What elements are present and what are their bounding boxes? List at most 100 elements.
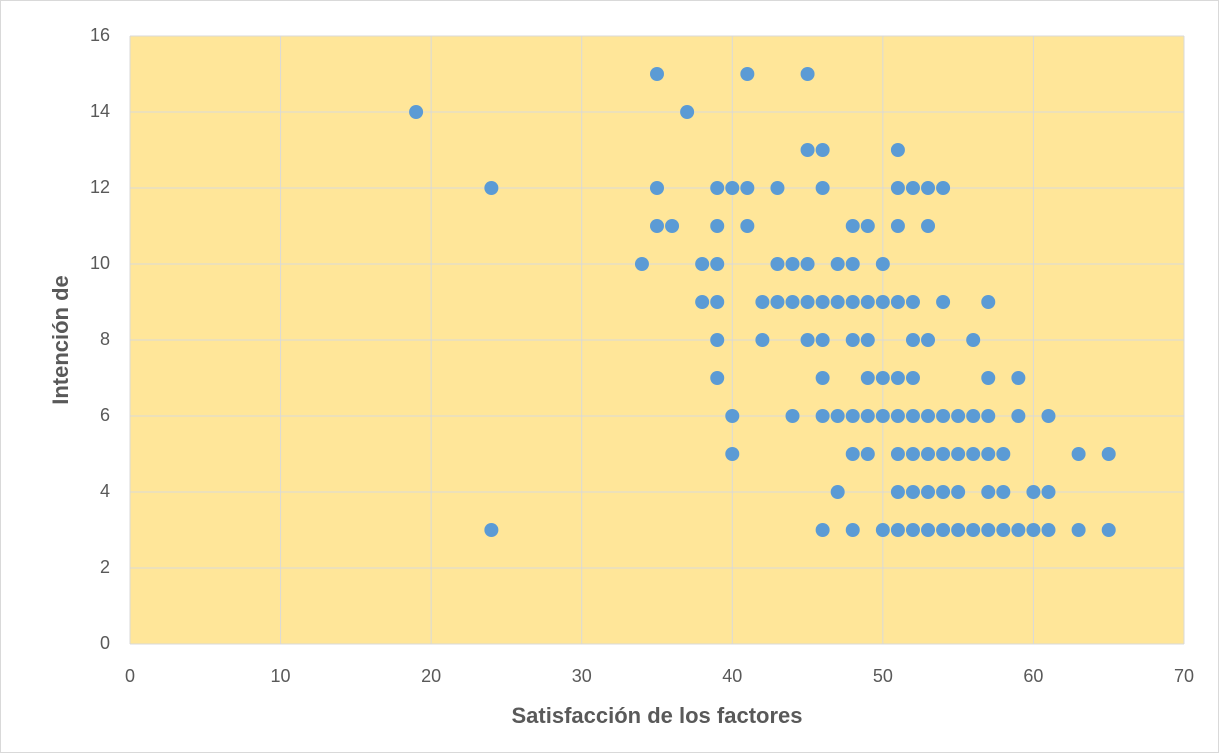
point [951,523,966,537]
point [845,257,860,271]
point [650,219,664,233]
point [1011,371,1026,385]
point [890,219,905,233]
point [921,219,936,233]
point [740,67,755,81]
point [890,447,905,461]
point [905,485,920,499]
point [1026,523,1041,537]
point [860,219,875,233]
y-tick-label: 0 [100,633,110,653]
point [800,143,815,157]
point [875,409,890,423]
point [890,485,905,499]
point [981,485,996,499]
point [785,409,800,423]
point [785,257,800,271]
point [695,295,710,309]
point [725,447,740,461]
point [634,257,649,271]
point [815,181,830,195]
point [921,181,936,195]
x-tick-label: 60 [1023,666,1043,686]
x-tick-label: 40 [722,666,742,686]
point [785,295,800,309]
point [800,333,815,347]
point [936,485,951,499]
y-tick-label: 2 [100,557,110,577]
point [740,181,755,195]
point [981,523,996,537]
x-tick-label: 0 [125,666,135,686]
point [710,371,725,385]
point [484,523,499,537]
x-tick-label: 50 [873,666,893,686]
point [890,523,905,537]
point [845,333,860,347]
point [710,181,725,195]
point [409,105,424,119]
point [1071,447,1086,461]
point [755,333,770,347]
point [936,447,951,461]
point [1011,409,1026,423]
point [951,485,966,499]
point [710,333,725,347]
point [1026,485,1041,499]
y-axis-title: Intención de [48,275,73,405]
point [1041,485,1056,499]
point [890,181,905,195]
point [875,295,890,309]
point [860,295,875,309]
point [1041,523,1056,537]
point [966,333,981,347]
point [830,409,845,423]
point [800,295,815,309]
point [484,181,499,195]
point [830,295,845,309]
y-tick-label: 10 [90,253,110,273]
point [981,409,996,423]
point [875,523,890,537]
point [1101,447,1116,461]
point [921,409,936,423]
point [981,295,996,309]
point [845,523,860,537]
x-tick-label: 10 [271,666,291,686]
point [905,333,920,347]
point [830,257,845,271]
point [800,67,815,81]
point [921,523,936,537]
point [905,409,920,423]
point [981,371,996,385]
point [830,485,845,499]
point [905,295,920,309]
point [800,257,815,271]
point [710,257,725,271]
point [890,143,905,157]
point [936,295,951,309]
point [815,143,830,157]
point [981,447,996,461]
point [1071,523,1086,537]
point [815,523,830,537]
point [905,371,920,385]
point [650,181,664,195]
y-tick-label: 6 [100,405,110,425]
point [650,67,664,81]
point [860,447,875,461]
point [860,409,875,423]
y-tick-label: 8 [100,329,110,349]
point [845,409,860,423]
point [951,447,966,461]
x-axis-title: Satisfacción de los factores [512,703,803,728]
point [951,409,966,423]
point [770,295,785,309]
point [996,447,1011,461]
point [921,333,936,347]
y-tick-label: 14 [90,101,110,121]
point [1011,523,1026,537]
point [845,295,860,309]
point [815,295,830,309]
